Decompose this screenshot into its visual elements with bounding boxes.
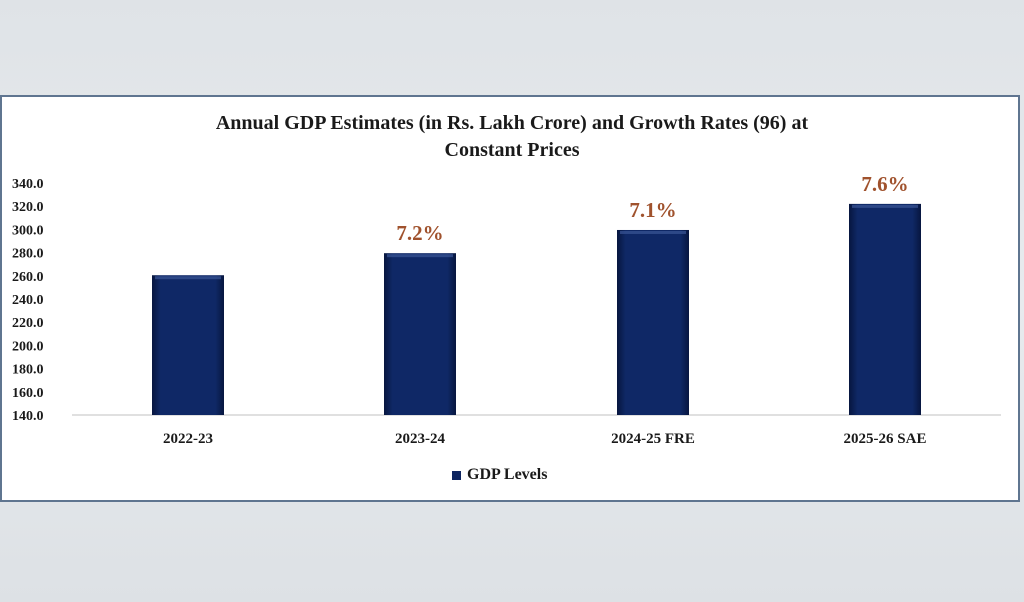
legend: GDP Levels — [452, 466, 547, 484]
data-label: 7.6% — [861, 172, 908, 196]
y-tick-label: 280.0 — [12, 247, 44, 262]
bar-highlight — [852, 204, 918, 208]
y-tick-label: 180.0 — [12, 363, 44, 378]
chart-title-line-2: Constant Prices — [444, 139, 580, 161]
data-label: 7.1% — [629, 198, 676, 222]
y-tick-label: 220.0 — [12, 316, 44, 331]
bar — [384, 253, 456, 415]
chart-title: Annual GDP Estimates (in Rs. Lakh Crore)… — [0, 110, 1024, 164]
x-tick-label: 2024-25 FRE — [611, 431, 695, 447]
legend-swatch — [452, 470, 461, 480]
bar-highlight — [620, 230, 686, 234]
bar-highlight — [387, 254, 453, 258]
y-tick-label: 200.0 — [12, 339, 44, 354]
x-tick-label: 2022-23 — [163, 431, 213, 447]
data-label: 7.2% — [396, 221, 443, 245]
x-tick-label: 2025-26 SAE — [844, 431, 927, 447]
chart-title-line-1: Annual GDP Estimates (in Rs. Lakh Crore)… — [215, 112, 809, 134]
bar-highlight — [155, 276, 221, 280]
legend-label: GDP Levels — [467, 466, 548, 483]
y-tick-label: 300.0 — [12, 223, 44, 238]
y-tick-label: 240.0 — [12, 293, 44, 308]
y-tick-label: 140.0 — [12, 409, 44, 424]
bar — [617, 229, 689, 415]
bar — [152, 275, 224, 415]
y-tick-label: 160.0 — [12, 386, 44, 401]
y-tick-label: 340.0 — [12, 177, 44, 192]
bar — [849, 203, 921, 415]
x-tick-label: 2023-24 — [395, 431, 445, 447]
y-tick-label: 320.0 — [12, 200, 44, 215]
y-tick-label: 260.0 — [12, 270, 44, 285]
